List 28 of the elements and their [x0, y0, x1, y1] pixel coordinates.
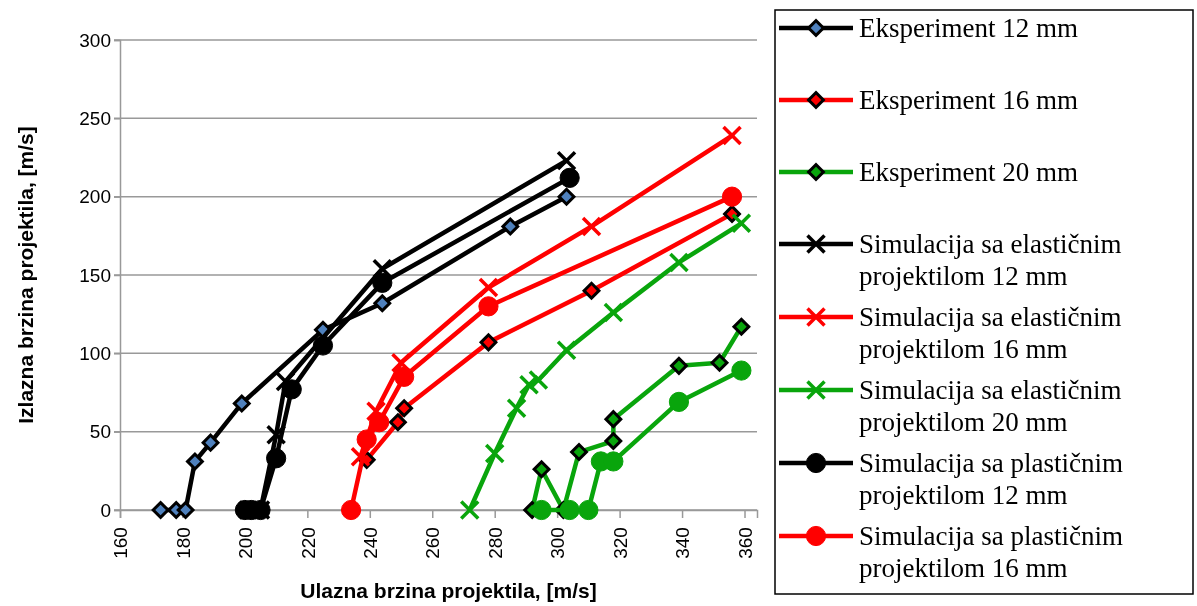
x-tick-label: 260	[422, 527, 444, 559]
x-tick-label: 180	[172, 527, 194, 559]
x-tick-label: 360	[734, 527, 756, 559]
legend-label: Eksperiment 12 mm	[859, 13, 1078, 43]
x-tick-label: 160	[110, 527, 132, 559]
y-tick-label: 300	[79, 29, 111, 51]
x-tick-label: 220	[297, 527, 319, 559]
legend-label: Eksperiment 20 mm	[859, 157, 1078, 187]
x-tick-label: 280	[484, 527, 506, 559]
legend-label: Simulacija sa elastičnim projektilom 20 mm	[859, 375, 1122, 437]
y-tick-label: 100	[79, 342, 111, 364]
legend-label: Simulacija sa elastičnim projektilom 16 mm	[859, 302, 1122, 364]
x-tick-label: 300	[547, 527, 569, 559]
x-axis-title: Ulazna brzina projektila, [m/s]	[300, 579, 597, 602]
legend-label: Simulacija sa plastičnim projektilom 12 mm	[859, 448, 1123, 510]
legend-label: Eksperiment 16 mm	[859, 85, 1078, 115]
y-tick-label: 150	[79, 264, 111, 286]
x-tick-label: 340	[672, 527, 694, 559]
y-tick-label: 0	[100, 499, 111, 521]
x-tick-label: 200	[235, 527, 257, 559]
legend-label: Simulacija sa plastičnim projektilom 16 mm	[859, 521, 1123, 583]
x-tick-label: 320	[609, 527, 631, 559]
legend-label: Simulacija sa elastičnim projektilom 12 mm	[859, 229, 1122, 291]
y-axis-title: Izlazna brzina projektila, [m/s]	[14, 126, 37, 424]
y-tick-label: 200	[79, 186, 111, 208]
x-tick-label: 240	[359, 527, 381, 559]
y-tick-label: 50	[89, 421, 111, 443]
y-tick-label: 250	[79, 107, 111, 129]
